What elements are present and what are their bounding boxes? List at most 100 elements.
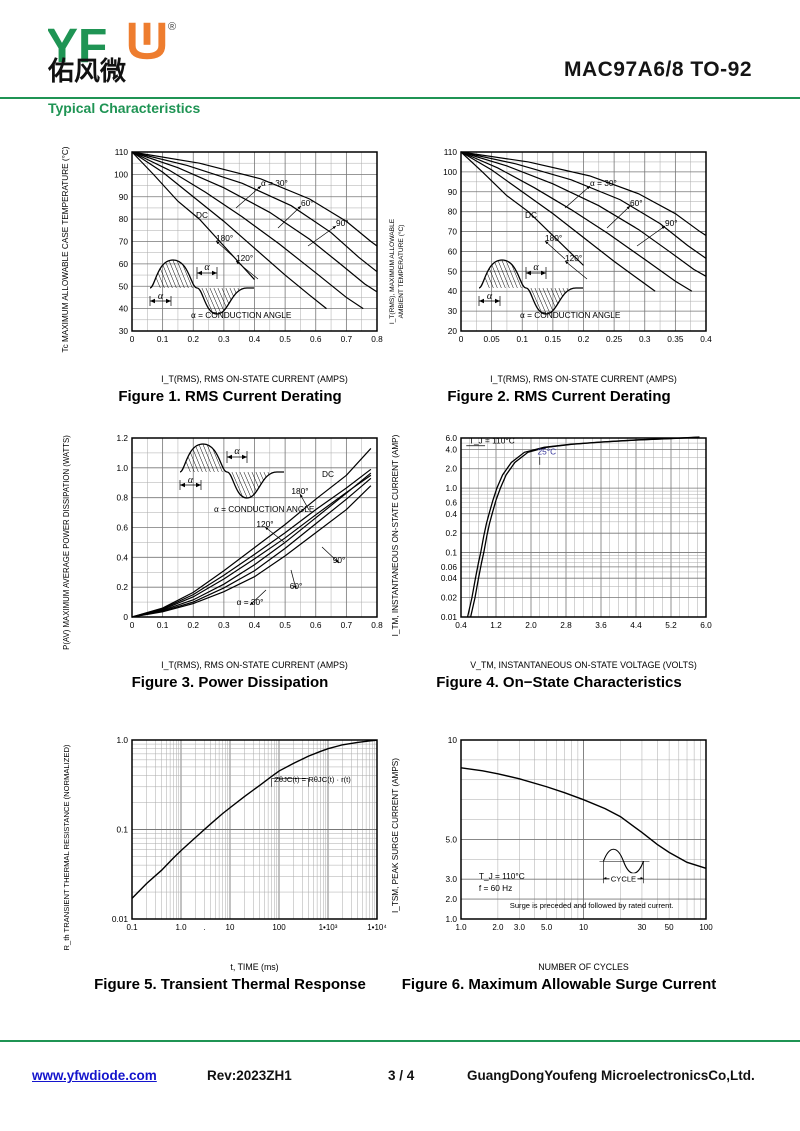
svg-text:0.4: 0.4 [249, 620, 261, 630]
svg-text:α: α [188, 475, 194, 486]
svg-text:40: 40 [448, 286, 458, 296]
svg-text:α = CONDUCTION ANGLE: α = CONDUCTION ANGLE [214, 504, 315, 514]
svg-text:60°: 60° [630, 198, 643, 208]
svg-text:80: 80 [119, 214, 129, 224]
svg-text:180°: 180° [216, 233, 233, 243]
svg-text:100: 100 [443, 167, 457, 177]
svg-text:2.8: 2.8 [560, 620, 572, 630]
svg-text:100: 100 [699, 923, 713, 932]
svg-text:0.6: 0.6 [310, 334, 322, 344]
svg-text:6.0: 6.0 [700, 620, 712, 630]
svg-text:60: 60 [448, 246, 458, 256]
svg-text:1.0: 1.0 [445, 914, 457, 924]
svg-text:t, TIME (ms): t, TIME (ms) [230, 962, 278, 972]
svg-text:P(AV) MAXIMUM AVERAGE POWER DI: P(AV) MAXIMUM AVERAGE POWER DISSIPATION … [62, 435, 71, 650]
svg-text:120°: 120° [236, 253, 253, 263]
svg-text:90°: 90° [333, 555, 346, 565]
svg-text:0.7: 0.7 [341, 620, 353, 630]
svg-text:CYCLE: CYCLE [611, 874, 636, 883]
svg-text:Surge is preceded and followed: Surge is preceded and followed by rated … [510, 901, 674, 910]
svg-text:1.2: 1.2 [490, 620, 502, 630]
svg-text:0.35: 0.35 [667, 334, 684, 344]
svg-text:50: 50 [448, 266, 458, 276]
svg-text:®: ® [168, 21, 176, 33]
svg-text:50: 50 [665, 923, 674, 932]
svg-text:0.8: 0.8 [371, 334, 383, 344]
svg-text:α = 30°: α = 30° [590, 178, 617, 188]
svg-text:0.4: 0.4 [116, 552, 128, 562]
svg-text:0.4: 0.4 [249, 334, 261, 344]
svg-text:0.1: 0.1 [157, 620, 169, 630]
svg-text:60: 60 [119, 259, 129, 269]
svg-text:1.2: 1.2 [116, 433, 128, 443]
svg-text:1.0: 1.0 [445, 483, 457, 493]
svg-text:.: . [203, 923, 205, 932]
svg-text:0.06: 0.06 [441, 562, 458, 572]
svg-text:0.2: 0.2 [187, 334, 199, 344]
svg-text:T_J = 110°C: T_J = 110°C [479, 871, 525, 881]
svg-text:R_th TRANSIENT THERMAL RESISTA: R_th TRANSIENT THERMAL RESISTANCE (NORMA… [62, 744, 71, 950]
svg-text:60°: 60° [301, 198, 314, 208]
svg-text:0.2: 0.2 [445, 528, 457, 538]
svg-text:I_T(RMS), RMS ON-STATE CURRENT: I_T(RMS), RMS ON-STATE CURRENT (AMPS) [161, 660, 348, 670]
svg-text:NUMBER OF CYCLES: NUMBER OF CYCLES [538, 962, 629, 972]
svg-text:ZθJC(t) = RθJC(t) · r(t): ZθJC(t) = RθJC(t) · r(t) [274, 775, 351, 784]
svg-text:40: 40 [119, 304, 129, 314]
svg-text:3.0: 3.0 [514, 923, 526, 932]
svg-text:120°: 120° [565, 253, 582, 263]
svg-text:Tc MAXIMUM ALLOWABLE CASE TEMP: Tc MAXIMUM ALLOWABLE CASE TEMPERATURE (°… [61, 146, 70, 352]
svg-text:0.01: 0.01 [112, 914, 129, 924]
svg-text:90: 90 [448, 187, 458, 197]
svg-text:5.2: 5.2 [665, 620, 677, 630]
svg-text:30: 30 [119, 326, 129, 336]
svg-text:0: 0 [130, 334, 135, 344]
svg-text:α: α [234, 446, 240, 457]
svg-text:0: 0 [459, 334, 464, 344]
svg-text:5.0: 5.0 [445, 834, 457, 844]
svg-text:DC: DC [322, 469, 334, 479]
svg-text:2.0: 2.0 [525, 620, 537, 630]
svg-text:70: 70 [119, 237, 129, 247]
svg-text:3.6: 3.6 [595, 620, 607, 630]
svg-text:110: 110 [115, 147, 129, 157]
svg-text:2.0: 2.0 [492, 923, 504, 932]
svg-text:α: α [487, 291, 493, 302]
svg-text:0.3: 0.3 [639, 334, 651, 344]
svg-text:I_T(RMS), RMS ON-STATE CURRENT: I_T(RMS), RMS ON-STATE CURRENT (AMPS) [490, 374, 677, 384]
svg-text:70: 70 [448, 227, 458, 237]
svg-text:α = 30°: α = 30° [237, 597, 264, 607]
svg-text:5.0: 5.0 [541, 923, 553, 932]
svg-text:I_T(RMS), RMS ON-STATE CURRENT: I_T(RMS), RMS ON-STATE CURRENT (AMPS) [161, 374, 348, 384]
svg-text:1•10³: 1•10³ [319, 923, 338, 932]
svg-text:T_J = 110°C: T_J = 110°C [469, 436, 515, 446]
svg-text:10: 10 [226, 923, 235, 932]
svg-text:0.6: 0.6 [116, 523, 128, 533]
svg-text:6.0: 6.0 [445, 433, 457, 443]
svg-text:0.15: 0.15 [545, 334, 562, 344]
svg-text:0.3: 0.3 [218, 620, 230, 630]
svg-text:90°: 90° [665, 218, 678, 228]
svg-text:0.4: 0.4 [445, 509, 457, 519]
svg-text:I_TM, INSTANTANEOUS ON-STATE C: I_TM, INSTANTANEOUS ON-STATE CURRENT (AM… [391, 434, 400, 636]
svg-text:0.1: 0.1 [157, 334, 169, 344]
svg-text:0.1: 0.1 [116, 825, 128, 835]
svg-text:0.5: 0.5 [279, 334, 291, 344]
svg-text:10: 10 [448, 735, 458, 745]
svg-text:90°: 90° [336, 218, 349, 228]
svg-text:0.5: 0.5 [279, 620, 291, 630]
svg-text:2.0: 2.0 [445, 464, 457, 474]
svg-text:0: 0 [123, 612, 128, 622]
svg-text:0.01: 0.01 [441, 612, 458, 622]
svg-text:100: 100 [272, 923, 286, 932]
svg-text:0.2: 0.2 [116, 582, 128, 592]
svg-text:1.0: 1.0 [116, 735, 128, 745]
svg-text:25°C: 25°C [538, 446, 557, 456]
svg-text:α = CONDUCTION ANGLE: α = CONDUCTION ANGLE [520, 310, 621, 320]
svg-text:I_TSM, PEAK SURGE CURRENT (AMP: I_TSM, PEAK SURGE CURRENT (AMPS) [391, 758, 400, 913]
svg-text:110: 110 [444, 147, 458, 157]
svg-text:4.0: 4.0 [445, 444, 457, 454]
svg-text:1.0: 1.0 [116, 463, 128, 473]
svg-text:0.8: 0.8 [116, 493, 128, 503]
svg-text:1.0: 1.0 [175, 923, 187, 932]
svg-text:0.6: 0.6 [445, 497, 457, 507]
